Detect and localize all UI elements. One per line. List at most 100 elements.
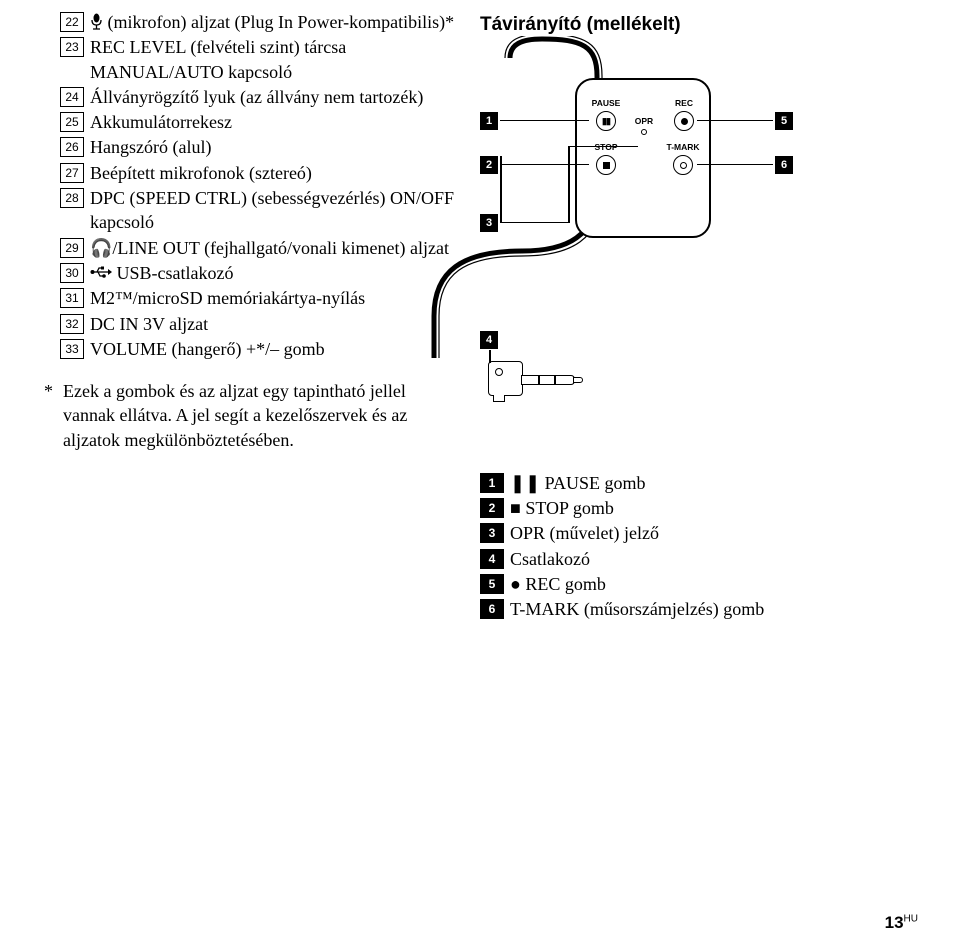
list-item: 23 REC LEVEL (felvételi szint) tárcsa MAN… [60, 35, 455, 84]
item-text: DPC (SPEED CTRL) (sebességvezérlés) ON/O… [90, 186, 455, 235]
item-text: ❚❚ PAUSE gomb [510, 471, 910, 495]
callout-line [489, 350, 491, 363]
callout-2: 2 [480, 156, 498, 174]
list-item: 30 USB-csatlakozó [60, 261, 455, 285]
item-number: 25 [60, 112, 84, 132]
item-text: M2™/microSD memóriakártya-nyílás [90, 286, 455, 310]
item-number: 1 [480, 473, 504, 493]
callout-line [568, 146, 638, 148]
remote-unit: PAUSE ▮▮ REC OPR STOP [575, 78, 711, 238]
list-item: 1 ❚❚ PAUSE gomb [480, 471, 910, 495]
item-number: 24 [60, 87, 84, 107]
right-column: Távirányító (mellékelt) PAUSE ▮▮ [480, 10, 910, 622]
stop-label: STOP [589, 142, 623, 153]
pause-label: PAUSE [589, 98, 623, 109]
item-text: Csatlakozó [510, 547, 910, 571]
remote-title: Távirányító (mellékelt) [480, 12, 910, 38]
list-item: 27 Beépített mikrofonok (sztereó) [60, 161, 455, 185]
callout-5: 5 [775, 112, 793, 130]
item-number: 29 [60, 238, 84, 258]
rec-icon [681, 118, 688, 125]
item-number: 30 [60, 263, 84, 283]
callout-1: 1 [480, 112, 498, 130]
page-number: 13HU [885, 912, 918, 935]
item-number: 4 [480, 549, 504, 569]
item-number: 31 [60, 288, 84, 308]
callout-line [500, 120, 589, 122]
stop-button[interactable] [596, 155, 616, 175]
list-item: 24 Állványrögzítő lyuk (az állvány nem ta… [60, 85, 455, 109]
callout-line [697, 120, 773, 122]
tmark-button-group: T-MARK [661, 142, 705, 175]
item-text: T-MARK (műsorszámjelzés) gomb [510, 597, 910, 621]
opr-group: OPR [629, 116, 659, 135]
list-item: 3 OPR (művelet) jelző [480, 521, 910, 545]
tmark-icon [680, 162, 687, 169]
remote-legend-list: 1 ❚❚ PAUSE gomb 2 ■ STOP gomb 3 OPR (művelet)… [480, 471, 910, 622]
list-item: 22 (mikrofon) aljzat (Plug In Power-komp… [60, 10, 455, 34]
callout-line [500, 222, 570, 224]
rec-button[interactable] [674, 111, 694, 131]
item-text: ■ STOP gomb [510, 496, 910, 520]
item-text: DC IN 3V aljzat [90, 312, 455, 336]
item-text: Állványrögzítő lyuk (az állvány nem tart… [90, 85, 455, 109]
pause-button[interactable]: ▮▮ [596, 111, 616, 131]
footnote: * Ezek a gombok és az aljzat egy tapinth… [60, 379, 455, 452]
opr-led-icon [641, 129, 647, 135]
list-item: 29 🎧/LINE OUT (fejhallgató/vonali kimenet… [60, 236, 455, 260]
list-item: 26 Hangszóró (alul) [60, 135, 455, 159]
opr-label: OPR [629, 116, 659, 127]
left-column: 22 (mikrofon) aljzat (Plug In Power-komp… [60, 10, 455, 622]
item-number: 27 [60, 163, 84, 183]
item-number: 2 [480, 498, 504, 518]
rec-label: REC [667, 98, 701, 109]
item-number: 28 [60, 188, 84, 208]
item-number: 22 [60, 12, 84, 32]
list-item: 5 ● REC gomb [480, 572, 910, 596]
item-text: Akkumulátorrekesz [90, 110, 455, 134]
item-text: Beépített mikrofonok (sztereó) [90, 161, 455, 185]
callout-3: 3 [480, 214, 498, 232]
item-number: 6 [480, 599, 504, 619]
list-item: 6 T-MARK (műsorszámjelzés) gomb [480, 597, 910, 621]
item-text: VOLUME (hangerő) +*/– gomb [90, 337, 455, 361]
item-number: 3 [480, 523, 504, 543]
list-item: 4 Csatlakozó [480, 547, 910, 571]
item-number: 33 [60, 339, 84, 359]
item-text: ● REC gomb [510, 572, 910, 596]
item-text: (mikrofon) aljzat (Plug In Power-kompati… [90, 10, 455, 34]
callout-4: 4 [480, 331, 498, 349]
list-item: 2 ■ STOP gomb [480, 496, 910, 520]
item-text: 🎧/LINE OUT (fejhallgató/vonali kimenet) … [90, 236, 455, 260]
tmark-label: T-MARK [661, 142, 705, 153]
remote-diagram: PAUSE ▮▮ REC OPR STOP [480, 56, 910, 456]
item-number: 23 [60, 37, 84, 57]
pause-icon: ▮▮ [602, 115, 610, 127]
list-item: 31 M2™/microSD memóriakártya-nyílás [60, 286, 455, 310]
list-item: 33 VOLUME (hangerő) +*/– gomb [60, 337, 455, 361]
callout-line [697, 164, 773, 166]
callout-6: 6 [775, 156, 793, 174]
item-text: Hangszóró (alul) [90, 135, 455, 159]
item-text: REC LEVEL (felvételi szint) tárcsa MANUA… [90, 35, 455, 84]
list-item: 32 DC IN 3V aljzat [60, 312, 455, 336]
rec-button-group: REC [667, 98, 701, 131]
item-number: 5 [480, 574, 504, 594]
callout-line [500, 156, 502, 223]
footnote-star: * [44, 379, 53, 452]
list-item: 28 DPC (SPEED CTRL) (sebességvezérlés) ON… [60, 186, 455, 235]
callout-line [500, 164, 589, 166]
plug-icon [488, 361, 523, 396]
pause-button-group: PAUSE ▮▮ [589, 98, 623, 131]
callout-line [568, 146, 570, 223]
list-item: 25 Akkumulátorrekesz [60, 110, 455, 134]
item-number: 32 [60, 314, 84, 334]
item-text: OPR (művelet) jelző [510, 521, 910, 545]
stop-icon [603, 162, 610, 169]
item-number: 26 [60, 137, 84, 157]
tmark-button[interactable] [673, 155, 693, 175]
mic-icon [90, 12, 103, 32]
usb-icon [90, 263, 112, 283]
item-text: USB-csatlakozó [90, 261, 455, 285]
footnote-text: Ezek a gombok és az aljzat egy tapinthat… [63, 379, 455, 452]
